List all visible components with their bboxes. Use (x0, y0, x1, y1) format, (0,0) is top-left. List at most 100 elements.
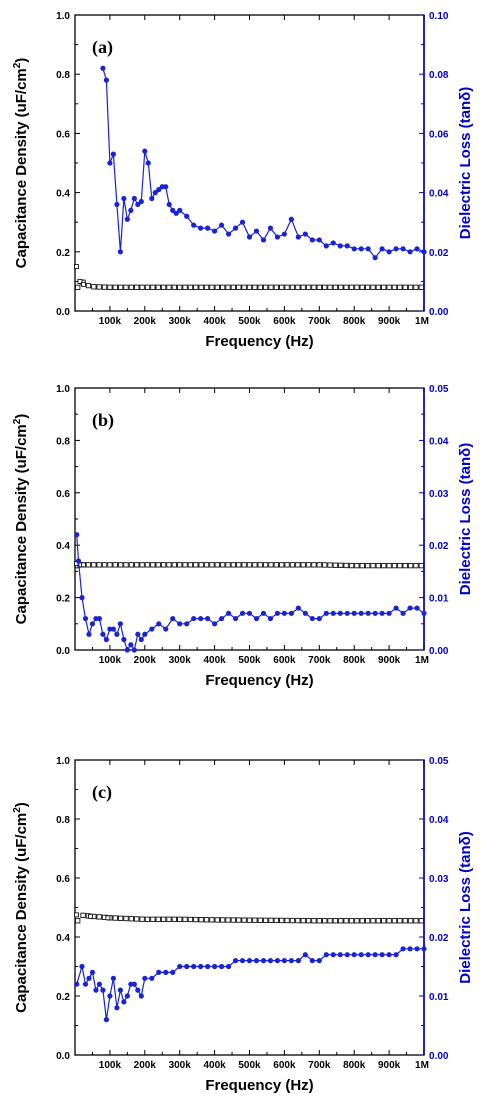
capacitance-point (402, 918, 408, 924)
capacitance-series (74, 561, 424, 569)
capacitance-point (150, 284, 156, 290)
dielectric-loss-point (82, 615, 89, 622)
dielectric-loss-point (344, 952, 350, 958)
dielectric-loss-series (74, 946, 427, 1023)
capacitance-point (77, 278, 83, 284)
capacitance-point (364, 562, 371, 569)
dielectric-loss-point (253, 958, 260, 964)
dielectric-loss-point (191, 615, 197, 622)
dielectric-loss-point (351, 610, 357, 616)
capacitance-point (112, 915, 118, 921)
x-tick-label: 500k (238, 655, 261, 666)
capacitance-point (386, 918, 392, 924)
capacitance-point (407, 562, 414, 569)
capacitance-point (236, 284, 242, 290)
y-left-tick-label: 0.0 (56, 646, 70, 657)
y-right-axis-title: Dielectric Loss (tanδ) (457, 443, 474, 595)
capacitance-point (160, 562, 167, 568)
x-tick-label: 900k (378, 1060, 401, 1071)
dielectric-loss-point (260, 958, 267, 964)
capacitance-point (193, 562, 199, 568)
capacitance-point (177, 916, 183, 922)
dielectric-loss-point (163, 626, 169, 632)
capacitance-point (359, 284, 365, 290)
x-tick-label: 800k (343, 655, 366, 666)
dielectric-loss-point (421, 946, 427, 952)
x-tick-label: 900k (378, 316, 401, 327)
dielectric-loss-point (358, 952, 364, 958)
x-tick-label: 400k (203, 1060, 226, 1071)
dielectric-loss-point (86, 631, 92, 637)
y-left-tick-label: 0.2 (56, 594, 70, 605)
dielectric-loss-point (330, 610, 336, 616)
dielectric-loss-point (74, 981, 80, 987)
x-tick-label: 100k (99, 1060, 122, 1071)
dielectric-loss-point (114, 1005, 120, 1011)
y-left-tick-label: 0.8 (56, 436, 70, 447)
y-left-title-end: ) (13, 414, 30, 419)
dielectric-loss-point (103, 1017, 110, 1023)
dielectric-loss-point (400, 946, 406, 952)
capacitance-point (107, 562, 113, 568)
y-left-title-main: Capacitance Density (uF/cm (13, 813, 30, 1013)
dielectric-loss-point (82, 981, 89, 987)
dielectric-loss-point (205, 615, 211, 622)
y-left-tick-label: 1.0 (56, 384, 70, 395)
dielectric-loss-point (232, 615, 239, 622)
capacitance-point (262, 562, 269, 568)
dielectric-loss-point (386, 610, 392, 616)
capacitance-point (262, 917, 269, 923)
capacitance-point (155, 562, 161, 568)
capacitance-point (187, 284, 194, 290)
x-tick-label: 800k (343, 316, 366, 327)
capacitance-point (252, 562, 258, 568)
dielectric-loss-point (166, 201, 172, 208)
capacitance-point (187, 916, 194, 923)
capacitance-point (257, 917, 263, 923)
capacitance-point (87, 913, 93, 919)
x-tick-label: 1M (415, 655, 429, 666)
capacitance-point (85, 282, 92, 289)
dielectric-loss-point (225, 610, 232, 616)
capacitance-point (252, 284, 258, 290)
y-right-tick-label: 0.08 (429, 70, 449, 81)
dielectric-loss-point (246, 958, 253, 964)
dielectric-loss-point (205, 963, 211, 970)
dielectric-loss-point (386, 249, 392, 255)
dielectric-loss-point (149, 626, 155, 632)
capacitance-point (348, 284, 355, 290)
dielectric-loss-point (131, 647, 137, 653)
capacitance-point (134, 562, 140, 568)
capacitance-point (386, 562, 392, 569)
capacitance-point (128, 916, 135, 922)
dielectric-loss-point (103, 77, 110, 83)
dielectric-loss-point (135, 987, 141, 993)
y-left-tick-label: 1.0 (56, 11, 70, 22)
dielectric-loss-point (400, 246, 406, 252)
capacitance-point (305, 918, 312, 924)
capacitance-point (327, 284, 333, 290)
dielectric-loss-point (110, 975, 116, 981)
capacitance-point (91, 562, 97, 568)
capacitance-point (322, 284, 328, 290)
capacitance-point (144, 916, 151, 922)
capacitance-point (241, 562, 247, 568)
y-left-tick-label: 0.8 (56, 70, 70, 81)
capacitance-point (209, 562, 215, 568)
capacitance-point (273, 917, 279, 924)
dielectric-loss-point (386, 952, 392, 958)
capacitance-point (316, 562, 322, 568)
dielectric-loss-point (205, 225, 211, 231)
dielectric-loss-point (309, 615, 315, 622)
chart-panel-3: 100k 200k 300k 400k 500k 600k 700k 800k 900k 1M0.… (12, 756, 474, 1094)
dielectric-loss-point (421, 249, 427, 255)
dielectric-loss-point (124, 647, 130, 653)
dielectric-loss-point (372, 952, 378, 958)
capacitance-point (370, 562, 376, 569)
capacitance-point (348, 562, 355, 569)
dielectric-loss-point (267, 615, 274, 622)
y-left-tick-label: 0.4 (56, 189, 70, 200)
dielectric-loss-point (124, 216, 130, 222)
dielectric-loss-point (267, 958, 274, 964)
